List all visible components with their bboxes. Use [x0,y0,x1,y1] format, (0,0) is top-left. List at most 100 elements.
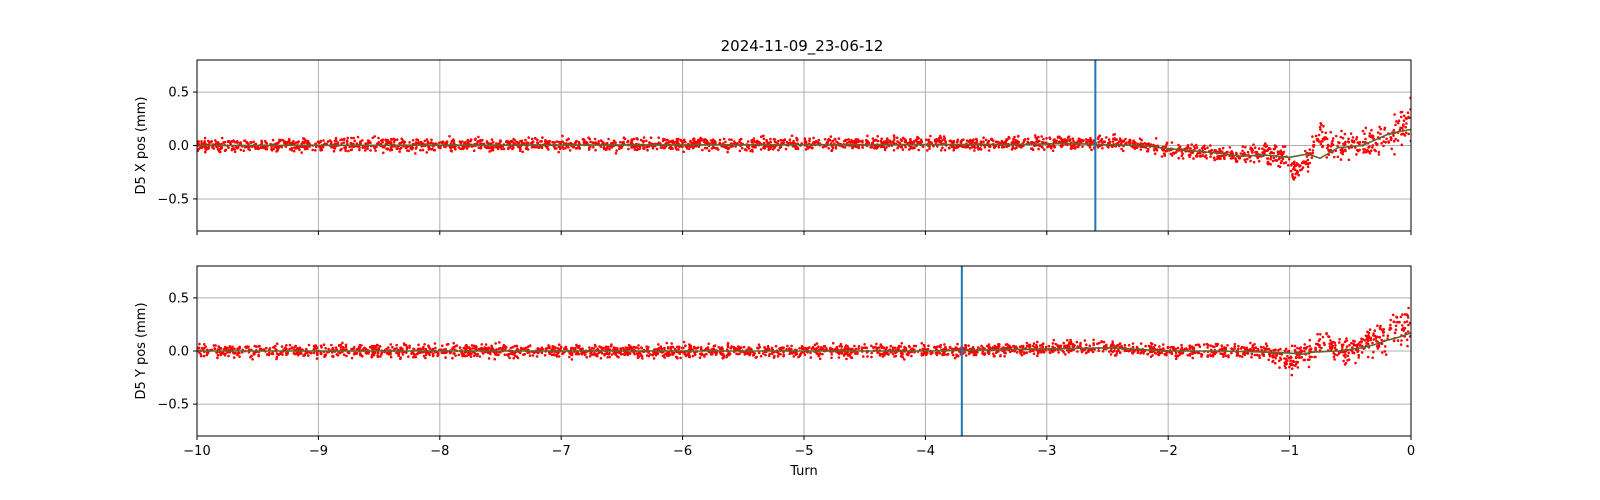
data-point [733,140,736,143]
data-point [572,146,575,149]
data-point [1252,160,1256,164]
data-point [900,342,904,345]
data-point [862,355,865,358]
data-point [1366,330,1369,334]
data-point [1022,140,1026,143]
data-point [355,142,359,145]
data-point [1399,343,1403,346]
data-point [1083,339,1087,342]
data-point [779,353,782,356]
data-point [366,139,370,142]
data-point [600,347,604,351]
data-point [992,139,995,142]
data-point [1315,137,1319,141]
data-point [788,347,791,350]
data-point [642,136,646,139]
data-point [693,351,697,354]
data-point [1084,138,1088,141]
data-point [1260,348,1263,352]
data-point [852,145,855,148]
data-point [306,145,309,149]
data-point [1199,155,1202,158]
data-point [1374,141,1378,145]
data-point [1205,157,1208,160]
data-point [265,346,268,350]
data-point [1343,132,1347,136]
data-point [691,354,695,358]
data-point [1392,339,1396,343]
data-point [1284,347,1288,351]
data-point [284,142,287,145]
data-point [1002,351,1006,354]
data-point [1306,170,1310,173]
data-point [559,146,562,149]
data-point [663,356,666,359]
data-point [1113,354,1117,357]
data-point [423,139,427,143]
data-point [350,148,354,151]
data-point [627,147,630,151]
data-point [1219,154,1223,158]
data-point [427,345,431,349]
data-point [527,345,530,348]
data-point [437,141,441,145]
data-point [1303,346,1306,350]
data-point [320,148,324,152]
data-point [1401,313,1404,316]
data-point [1356,343,1360,346]
data-point [912,146,916,149]
data-point [1266,162,1270,166]
data-point [1230,351,1233,355]
data-point [1015,351,1019,354]
data-point [1392,134,1395,137]
data-point [1287,158,1291,161]
data-point [1394,123,1397,127]
data-point [712,140,715,143]
y-tick-label: 0.0 [168,139,189,154]
data-point [380,351,384,355]
data-point [857,345,861,348]
data-point [1379,127,1382,131]
data-point [602,346,606,350]
data-point [1244,145,1247,149]
data-point [574,352,578,356]
data-point [1166,345,1170,349]
data-point [1058,140,1061,144]
data-point [876,351,879,354]
data-point [1026,137,1030,141]
data-point [521,141,524,144]
data-point [1212,156,1216,159]
data-point [646,148,649,152]
data-point [715,146,719,150]
data-point [477,146,481,149]
data-point [1092,338,1095,342]
data-point [1373,329,1377,333]
data-point [430,138,433,142]
data-point [607,345,610,349]
data-point [940,139,943,143]
data-point [1073,143,1076,147]
data-point [1036,140,1039,143]
data-point [341,345,345,349]
data-point [257,354,261,358]
data-point [937,138,941,142]
data-point [223,352,227,356]
data-point [786,141,790,145]
data-point [376,354,380,358]
data-point [907,344,911,348]
data-point [1041,146,1044,149]
data-point [1295,169,1299,173]
data-point [371,352,375,356]
data-point [886,352,890,356]
data-point [734,347,737,350]
data-point [357,347,360,351]
data-point [1239,152,1243,155]
data-point [1348,343,1351,347]
data-point [872,139,875,143]
data-point [880,346,883,350]
data-point [1364,137,1367,141]
data-point [671,147,674,150]
data-point [944,140,947,143]
data-point [660,347,664,351]
data-point [760,135,763,138]
